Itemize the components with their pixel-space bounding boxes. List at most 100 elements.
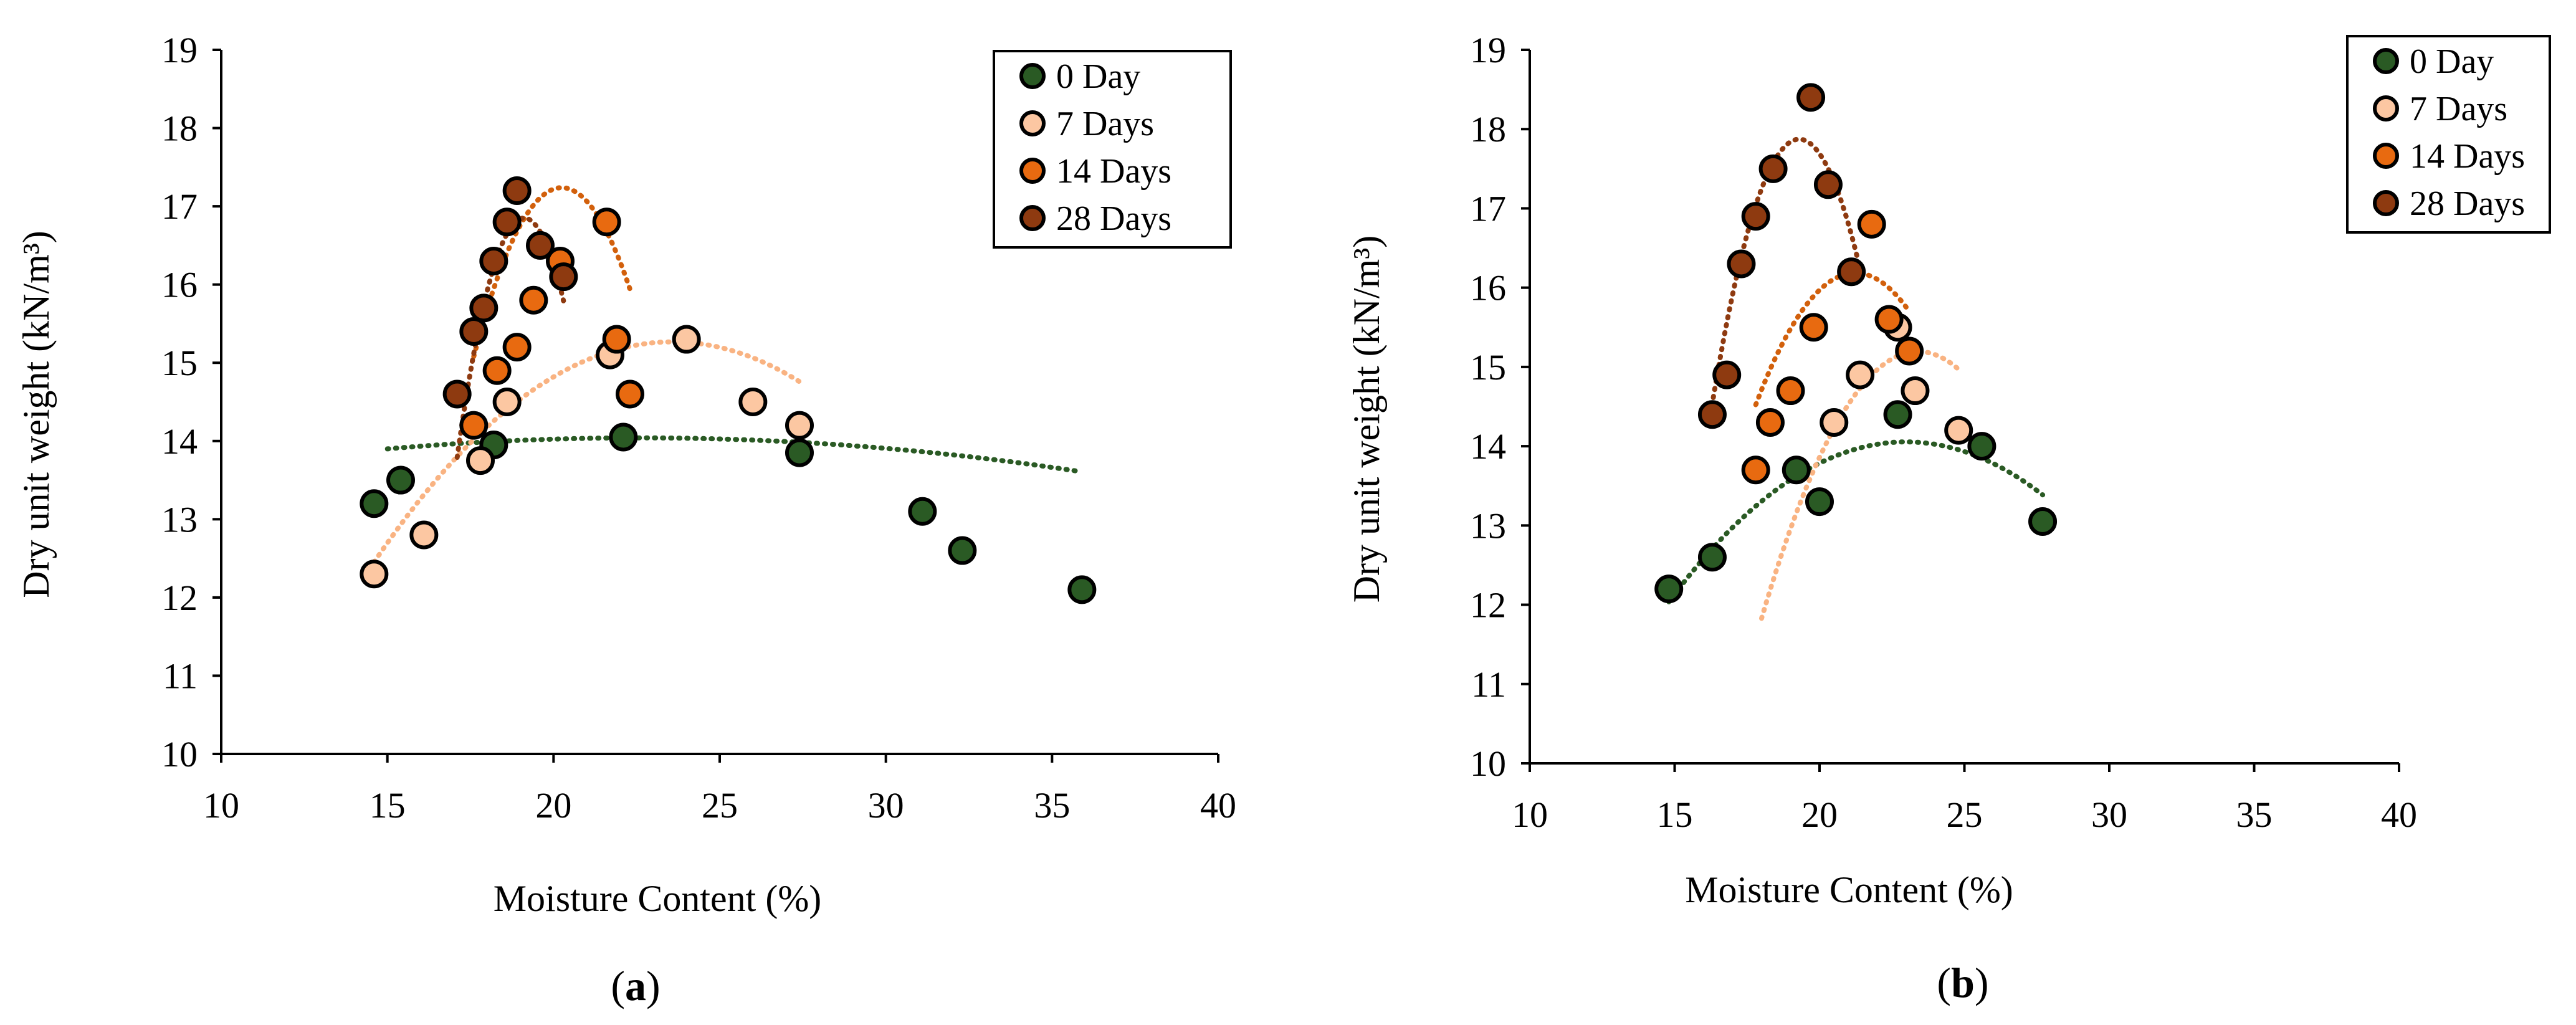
x-tick-label: 35 bbox=[2236, 794, 2273, 835]
data-point-28-days bbox=[1741, 202, 1770, 231]
data-point-0-day bbox=[785, 438, 814, 467]
data-point-14-days bbox=[1799, 313, 1828, 342]
data-point-28-days bbox=[502, 176, 532, 205]
legend-label: 28 Days bbox=[1056, 199, 1171, 238]
y-tick-label: 17 bbox=[1470, 188, 1506, 229]
y-tick-label: 12 bbox=[161, 578, 198, 618]
legend-marker bbox=[2373, 143, 2399, 169]
data-point-0-day bbox=[386, 465, 415, 495]
y-tick-label: 13 bbox=[161, 499, 198, 540]
legend-label: 0 Day bbox=[2410, 42, 2494, 81]
legend-marker bbox=[2373, 190, 2399, 216]
data-point-28-days bbox=[526, 231, 555, 260]
data-point-7-days bbox=[466, 446, 495, 475]
y-tick-label: 15 bbox=[1470, 347, 1506, 388]
x-tick-label: 20 bbox=[1801, 794, 1838, 835]
y-tick-label: 10 bbox=[1470, 743, 1506, 784]
legend-marker bbox=[1019, 110, 1046, 136]
data-point-7-days bbox=[1901, 376, 1930, 406]
data-point-7-days bbox=[785, 411, 814, 440]
x-tick-label: 40 bbox=[2381, 794, 2417, 835]
panel-caption-letter: b bbox=[1951, 959, 1975, 1006]
data-point-14-days bbox=[1776, 376, 1805, 406]
data-point-28-days bbox=[1796, 83, 1826, 112]
y-tick-label: 10 bbox=[161, 734, 198, 775]
trendline-0-day bbox=[1666, 439, 2046, 604]
data-point-14-days bbox=[616, 379, 644, 409]
x-tick-label: 15 bbox=[370, 785, 406, 826]
data-point-0-day bbox=[360, 489, 389, 518]
legend-marker bbox=[1019, 63, 1046, 89]
y-tick-label: 13 bbox=[1470, 505, 1506, 546]
panel-caption: (b) bbox=[1937, 959, 1988, 1006]
data-point-0-day bbox=[1067, 575, 1097, 604]
y-tick-label: 11 bbox=[1471, 664, 1506, 705]
legend-label: 7 Days bbox=[2410, 90, 2507, 128]
legend-label: 28 Days bbox=[2410, 184, 2525, 223]
data-point-7-days bbox=[738, 388, 768, 416]
data-point-7-days bbox=[492, 388, 522, 416]
data-point-14-days bbox=[1741, 455, 1770, 485]
y-tick-label: 16 bbox=[1470, 268, 1506, 308]
data-point-28-days bbox=[469, 293, 499, 323]
data-point-28-days bbox=[1813, 170, 1843, 199]
legend-marker bbox=[1019, 205, 1046, 231]
panel-caption-letter: a bbox=[625, 962, 646, 1009]
data-point-14-days bbox=[1874, 305, 1904, 334]
data-point-28-days bbox=[442, 379, 472, 409]
data-point-0-day bbox=[609, 422, 638, 452]
data-point-0-day bbox=[1654, 574, 1684, 604]
y-axis-title: Dry unit weight (kN/m³) bbox=[16, 231, 57, 598]
legend-label: 14 Days bbox=[1056, 152, 1171, 191]
data-point-28-days bbox=[1712, 360, 1742, 389]
data-point-14-days bbox=[482, 356, 512, 385]
legend-marker bbox=[2373, 48, 2399, 74]
data-point-28-days bbox=[1697, 400, 1727, 429]
y-tick-label: 11 bbox=[163, 656, 198, 696]
data-point-0-day bbox=[1782, 455, 1811, 485]
x-tick-label: 25 bbox=[702, 785, 738, 826]
legend-label: 7 Days bbox=[1056, 105, 1154, 143]
data-point-0-day bbox=[948, 536, 977, 565]
trendline-7-days bbox=[371, 339, 802, 565]
data-point-28-days bbox=[549, 262, 578, 292]
x-tick-label: 15 bbox=[1657, 794, 1693, 835]
panel-a: 10 11 12 13 14 15 16 17 18 19 10 15 20 25 30 35 40 Moistu… bbox=[16, 30, 1236, 1009]
data-point-0-day bbox=[1967, 432, 1996, 461]
data-point-14-days bbox=[602, 325, 631, 354]
data-point-0-day bbox=[908, 497, 937, 526]
y-tick-label: 15 bbox=[161, 343, 198, 383]
data-point-14-days bbox=[592, 207, 621, 237]
data-point-0-day bbox=[1805, 487, 1834, 517]
x-axis-title: Moisture Content (%) bbox=[494, 878, 822, 919]
data-point-14-days bbox=[502, 333, 532, 362]
data-point-7-days bbox=[1944, 416, 1973, 445]
data-point-0-day bbox=[1883, 400, 1912, 429]
x-tick-label: 35 bbox=[1034, 785, 1070, 826]
data-point-28-days bbox=[1837, 257, 1866, 287]
data-point-0-day bbox=[1697, 543, 1727, 572]
data-point-28-days bbox=[1727, 249, 1756, 279]
y-tick-label: 17 bbox=[161, 186, 198, 227]
x-tick-label: 25 bbox=[1947, 794, 1983, 835]
y-tick-label: 18 bbox=[1470, 109, 1506, 150]
data-point-7-days bbox=[360, 560, 389, 589]
y-tick-label: 18 bbox=[161, 108, 198, 149]
data-point-14-days bbox=[519, 285, 548, 315]
data-point-14-days bbox=[1755, 408, 1785, 437]
data-point-28-days bbox=[1758, 154, 1788, 183]
x-tick-label: 30 bbox=[2091, 794, 2127, 835]
x-axis-title: Moisture Content (%) bbox=[1685, 869, 2013, 910]
y-tick-label: 16 bbox=[161, 265, 198, 305]
y-axis-title: Dry unit weight (kN/m³) bbox=[1346, 236, 1387, 603]
x-tick-label: 10 bbox=[1512, 794, 1548, 835]
data-point-28-days bbox=[479, 247, 508, 275]
data-point-7-days bbox=[409, 520, 439, 550]
legend-label: 14 Days bbox=[2410, 137, 2525, 176]
y-tick-label: 12 bbox=[1470, 585, 1506, 626]
data-point-7-days bbox=[672, 325, 701, 354]
data-point-14-days bbox=[1895, 336, 1924, 366]
legend-marker bbox=[2373, 95, 2399, 122]
y-tick-label: 19 bbox=[161, 30, 198, 70]
legend-label: 0 Day bbox=[1056, 57, 1140, 96]
